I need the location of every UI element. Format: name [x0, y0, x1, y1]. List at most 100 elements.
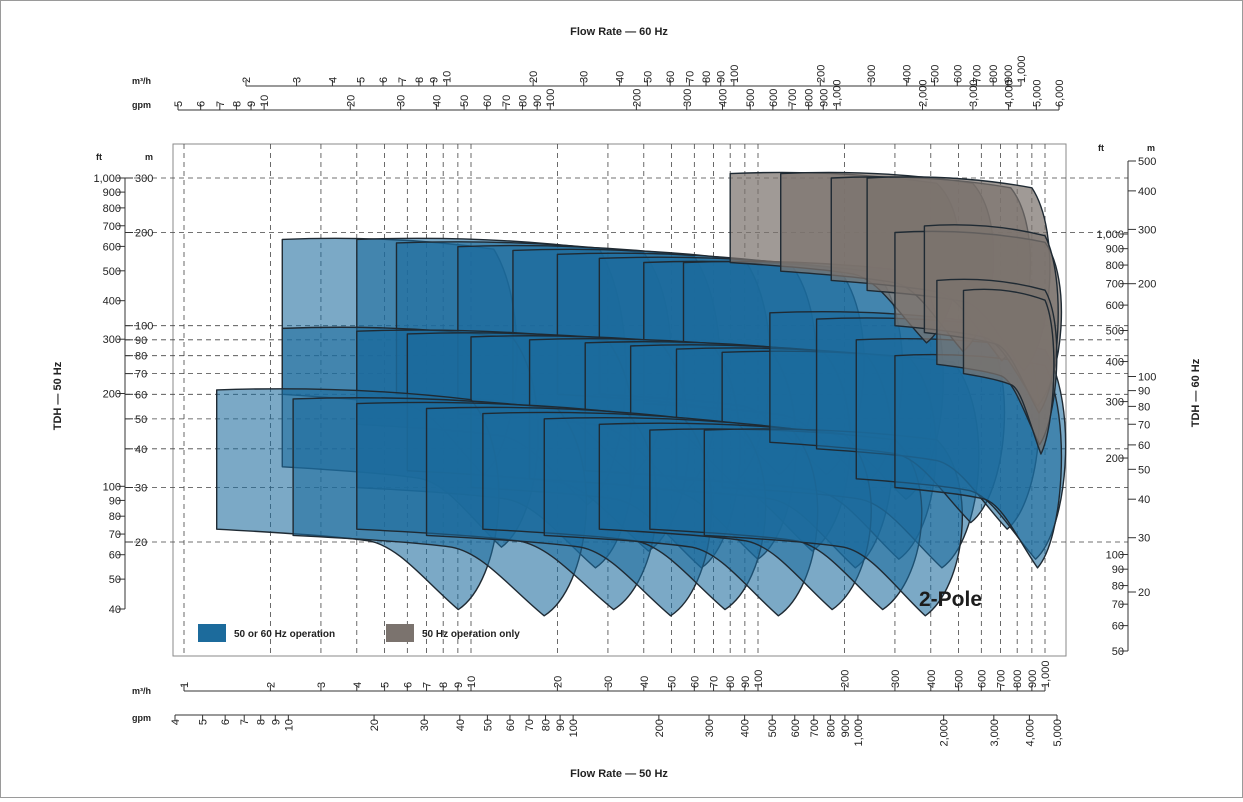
right-m-tick-label: 500 — [1138, 156, 1156, 168]
top-gpm-tick-label: 600 — [768, 89, 780, 107]
top-m3h-tick-label: 80 — [701, 71, 713, 83]
bottom-gpm-tick-label: 4,000 — [1024, 719, 1036, 747]
right-m-tick-label: 60 — [1138, 440, 1150, 452]
top-m3h-tick-label: 700 — [972, 65, 984, 83]
left-m-axis: 300 200 100 90 80 70 60 50 40 30 20 — [124, 173, 153, 549]
left-m-tick-label: 60 — [135, 389, 147, 401]
top-m3h-tick-label: 200 — [815, 65, 827, 83]
left-ft-tick-label: 1,000 — [93, 173, 121, 185]
bottom-gpm-tick-label: 1,000 — [853, 719, 865, 747]
pole-annotation: 2-Pole — [919, 588, 982, 611]
top-axis-title: Flow Rate — 60 Hz — [570, 26, 668, 38]
right-ft-axis: 1,000 900 800 700 600 500 400 300 200 100 90 80 70 60… — [1096, 229, 1129, 658]
right-ft-tick-label: 900 — [1106, 244, 1124, 256]
bottom-gpm-tick-label: 3,000 — [989, 719, 1001, 747]
top-gpm-tick-label: 70 — [501, 95, 513, 107]
top-gpm-tick-label: 8 — [231, 101, 243, 107]
right-ft-unit: ft — [1098, 143, 1104, 153]
top-m3h-tick-label: 7 — [397, 77, 409, 83]
bottom-m3h-tick-label: 3 — [316, 682, 328, 688]
top-m3h-tick-label: 90 — [716, 71, 728, 83]
right-ft-tick-label: 90 — [1112, 564, 1124, 576]
bottom-m3h-unit: m³/h — [132, 686, 151, 696]
bottom-m3h-tick-label: 70 — [709, 676, 721, 688]
bottom-gpm-tick-label: 60 — [505, 719, 517, 731]
bottom-gpm-tick-label: 800 — [825, 719, 837, 737]
top-m3h-tick-label: 6 — [378, 77, 390, 83]
top-gpm-tick-label: 9 — [246, 101, 258, 107]
left-ft-tick-label: 800 — [103, 203, 121, 215]
bottom-m3h-tick-label: 5 — [380, 682, 392, 688]
bottom-m3h-tick-label: 300 — [890, 670, 902, 688]
right-m-tick-label: 30 — [1138, 533, 1150, 545]
top-m3h-tick-label: 4 — [327, 77, 339, 83]
left-ft-tick-label: 500 — [103, 266, 121, 278]
bottom-m3h-tick-label: 30 — [603, 676, 615, 688]
left-ft-tick-label: 60 — [109, 550, 121, 562]
left-ft-tick-label: 200 — [103, 389, 121, 401]
right-ft-tick-label: 300 — [1106, 397, 1124, 409]
left-m-tick-label: 90 — [135, 335, 147, 347]
right-m-tick-label: 80 — [1138, 401, 1150, 413]
top-gpm-tick-label: 10 — [259, 95, 271, 107]
top-m3h-tick-label: 20 — [528, 71, 540, 83]
top-m3h-tick-label: 8 — [414, 77, 426, 83]
top-gpm-tick-label: 800 — [804, 89, 816, 107]
top-m3h-tick-label: 300 — [866, 65, 878, 83]
pump-ranges — [216, 171, 1067, 617]
right-ft-tick-label: 700 — [1106, 279, 1124, 291]
right-m-tick-label: 20 — [1138, 587, 1150, 599]
right-ft-tick-label: 500 — [1106, 325, 1124, 337]
bottom-m3h-tick-label: 10 — [466, 676, 478, 688]
right-ft-tick-label: 200 — [1106, 453, 1124, 465]
bottom-gpm-tick-label: 2,000 — [939, 719, 951, 747]
bottom-m3h-tick-label: 400 — [926, 670, 938, 688]
bottom-m3h-tick-label: 80 — [725, 676, 737, 688]
left-m-tick-label: 50 — [135, 414, 147, 426]
top-gpm-axis: 5 6 7 8 9 10 20 30 40 50 60 70 80 90 100 200 300 400 500 60… — [173, 79, 1066, 111]
bottom-gpm-tick-label: 30 — [419, 719, 431, 731]
left-m-unit: m — [145, 152, 153, 162]
bottom-m3h-tick-label: 600 — [976, 670, 988, 688]
bottom-m3h-tick-label: 800 — [1012, 670, 1024, 688]
left-m-tick-label: 20 — [135, 537, 147, 549]
left-ft-tick-label: 90 — [109, 495, 121, 507]
bottom-gpm-tick-label: 6 — [220, 719, 232, 725]
left-ft-tick-label: 70 — [109, 529, 121, 541]
top-gpm-unit: gpm — [132, 100, 151, 110]
right-m-tick-label: 400 — [1138, 186, 1156, 198]
pump-range-50hz-only — [962, 288, 1055, 455]
left-ft-tick-label: 50 — [109, 574, 121, 586]
right-m-unit: m — [1147, 143, 1155, 153]
left-m-tick-label: 80 — [135, 351, 147, 363]
bottom-m3h-tick-label: 2 — [265, 682, 277, 688]
right-m-tick-label: 200 — [1138, 279, 1156, 291]
top-m3h-tick-label: 100 — [729, 65, 741, 83]
left-ft-tick-label: 40 — [109, 604, 121, 616]
bottom-m3h-axis: 1 2 3 4 5 6 7 8 9 10 20 30 40 50 60 70 80 90 100 200 300 400 5… — [179, 660, 1052, 692]
top-gpm-tick-label: 6,000 — [1054, 79, 1066, 107]
left-ft-tick-label: 400 — [103, 296, 121, 308]
bottom-gpm-tick-label: 500 — [767, 719, 779, 737]
top-m3h-tick-label: 1,000 — [1016, 55, 1028, 83]
top-gpm-tick-label: 1,000 — [831, 79, 843, 107]
bottom-m3h-tick-label: 900 — [1027, 670, 1039, 688]
left-m-tick-label: 200 — [135, 228, 153, 240]
right-m-tick-label: 100 — [1138, 372, 1156, 384]
right-ft-tick-label: 100 — [1106, 550, 1124, 562]
bottom-m3h-tick-label: 200 — [839, 670, 851, 688]
top-m3h-tick-label: 40 — [615, 71, 627, 83]
top-gpm-tick-label: 5 — [173, 101, 185, 107]
left-m-tick-label: 30 — [135, 482, 147, 494]
right-ft-tick-label: 60 — [1112, 621, 1124, 633]
top-m3h-tick-label: 60 — [665, 71, 677, 83]
bottom-m3h-tick-label: 8 — [438, 682, 450, 688]
bottom-gpm-axis: 4 5 6 7 8 9 10 20 30 40 50 60 70 80 90 100 200 300 400 500 6… — [170, 714, 1064, 747]
bottom-m3h-tick-label: 4 — [352, 682, 364, 688]
bottom-gpm-tick-label: 5,000 — [1052, 719, 1064, 747]
bottom-m3h-tick-label: 7 — [422, 682, 434, 688]
top-gpm-tick-label: 50 — [459, 95, 471, 107]
left-m-tick-label: 40 — [135, 444, 147, 456]
